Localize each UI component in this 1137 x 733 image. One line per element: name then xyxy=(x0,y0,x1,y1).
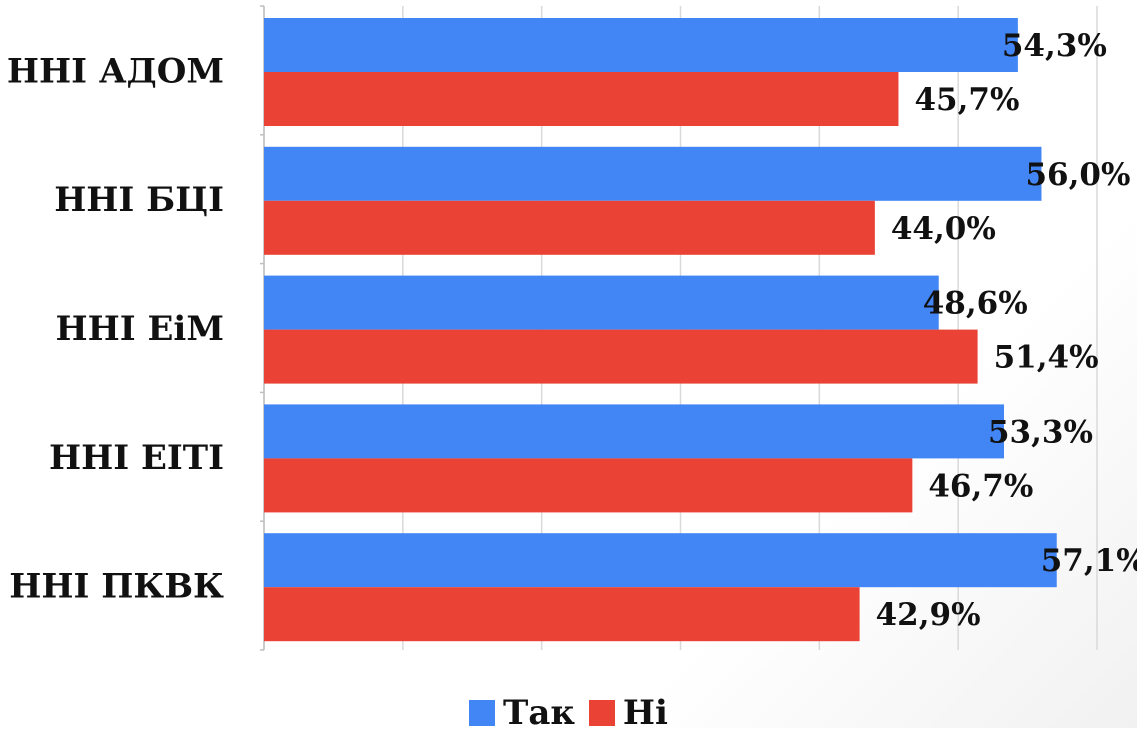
category-label: ННІ БЦІ xyxy=(54,180,224,220)
data-label: 45,7% xyxy=(914,82,1019,118)
bar-ni xyxy=(264,329,978,384)
legend-swatch-tak xyxy=(469,700,496,726)
legend-swatch-ni xyxy=(588,700,615,726)
bar-ni xyxy=(264,200,875,255)
data-label: 51,4% xyxy=(994,340,1099,376)
category-label: ННІ АДОМ xyxy=(7,51,224,91)
category-label: ННІ ЕіМ xyxy=(56,309,224,349)
data-label: 42,9% xyxy=(876,597,981,633)
legend: Так Ні xyxy=(0,693,1137,733)
bar-tak xyxy=(264,404,1004,459)
bar-ni xyxy=(264,458,913,513)
data-label: 53,3% xyxy=(988,414,1093,450)
bar-ni xyxy=(264,72,899,126)
data-label: 56,0% xyxy=(1025,157,1130,193)
bar-tak xyxy=(264,533,1057,588)
bar-tak xyxy=(264,146,1042,201)
bar-ni xyxy=(264,587,860,642)
data-label: 57,1% xyxy=(1041,543,1137,579)
category-label: ННІ ЕІТІ xyxy=(49,438,224,478)
legend-item-tak: Так xyxy=(469,693,575,733)
bar-tak xyxy=(264,18,1018,72)
bar-tak xyxy=(264,275,939,330)
legend-label-tak: Так xyxy=(503,693,575,733)
data-label: 44,0% xyxy=(891,211,996,247)
legend-label-ni: Ні xyxy=(622,693,668,733)
legend-item-ni: Ні xyxy=(588,693,668,733)
data-label: 48,6% xyxy=(923,286,1028,322)
category-label: ННІ ПКВК xyxy=(9,567,224,607)
data-label: 46,7% xyxy=(928,468,1033,504)
data-label: 54,3% xyxy=(1002,28,1107,64)
